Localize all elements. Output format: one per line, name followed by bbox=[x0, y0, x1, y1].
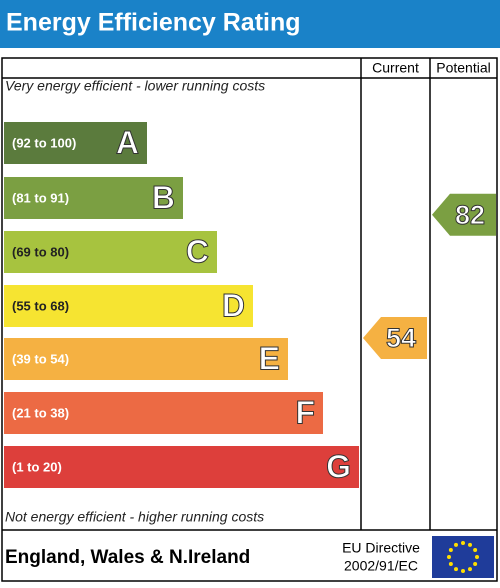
band bbox=[4, 285, 253, 327]
band-range: (1 to 20) bbox=[12, 459, 62, 474]
band-letter: F bbox=[295, 394, 315, 430]
eu-stars bbox=[447, 541, 479, 573]
band-letter: A bbox=[116, 124, 139, 160]
footer-region: England, Wales & N.Ireland bbox=[5, 547, 250, 568]
band-letter: B bbox=[152, 179, 175, 215]
footer-directive: EU Directive bbox=[342, 540, 420, 556]
band-range: (55 to 68) bbox=[12, 298, 69, 313]
title-bar bbox=[0, 0, 500, 48]
star bbox=[468, 567, 472, 572]
star bbox=[448, 548, 453, 552]
band bbox=[4, 177, 183, 219]
star bbox=[448, 562, 453, 566]
footer-code: 2002/91/EC bbox=[344, 558, 418, 574]
star bbox=[475, 555, 479, 559]
band-letter: D bbox=[222, 287, 245, 323]
column-header: Potential bbox=[436, 60, 490, 76]
band-range: (69 to 80) bbox=[12, 244, 69, 259]
band bbox=[4, 338, 288, 380]
band-letter: C bbox=[186, 233, 209, 269]
star bbox=[461, 569, 465, 573]
band-range: (39 to 54) bbox=[12, 351, 69, 366]
star bbox=[473, 562, 478, 566]
rating-arrow bbox=[432, 193, 496, 236]
bottom-note: Not energy efficient - higher running co… bbox=[5, 509, 264, 525]
band-range: (81 to 91) bbox=[12, 190, 69, 205]
band-letter: E bbox=[259, 340, 280, 376]
star bbox=[473, 548, 478, 552]
band bbox=[4, 231, 217, 273]
band bbox=[4, 392, 323, 434]
rating-value: 54 bbox=[386, 323, 416, 353]
top-note: Very energy efficient - lower running co… bbox=[5, 78, 265, 94]
band-letter: G bbox=[326, 448, 351, 484]
band-range: (21 to 38) bbox=[12, 405, 69, 420]
band-range: (92 to 100) bbox=[12, 135, 76, 150]
band bbox=[4, 446, 359, 488]
star bbox=[468, 542, 472, 547]
star bbox=[461, 541, 465, 545]
star bbox=[447, 555, 451, 559]
column-header: Current bbox=[372, 60, 419, 76]
star bbox=[454, 542, 458, 547]
rating-arrow bbox=[363, 317, 427, 359]
band bbox=[4, 122, 147, 164]
star bbox=[454, 567, 458, 572]
rating-value: 82 bbox=[455, 200, 485, 230]
title: Energy Efficiency Rating bbox=[6, 9, 301, 37]
frame bbox=[1, 57, 498, 582]
